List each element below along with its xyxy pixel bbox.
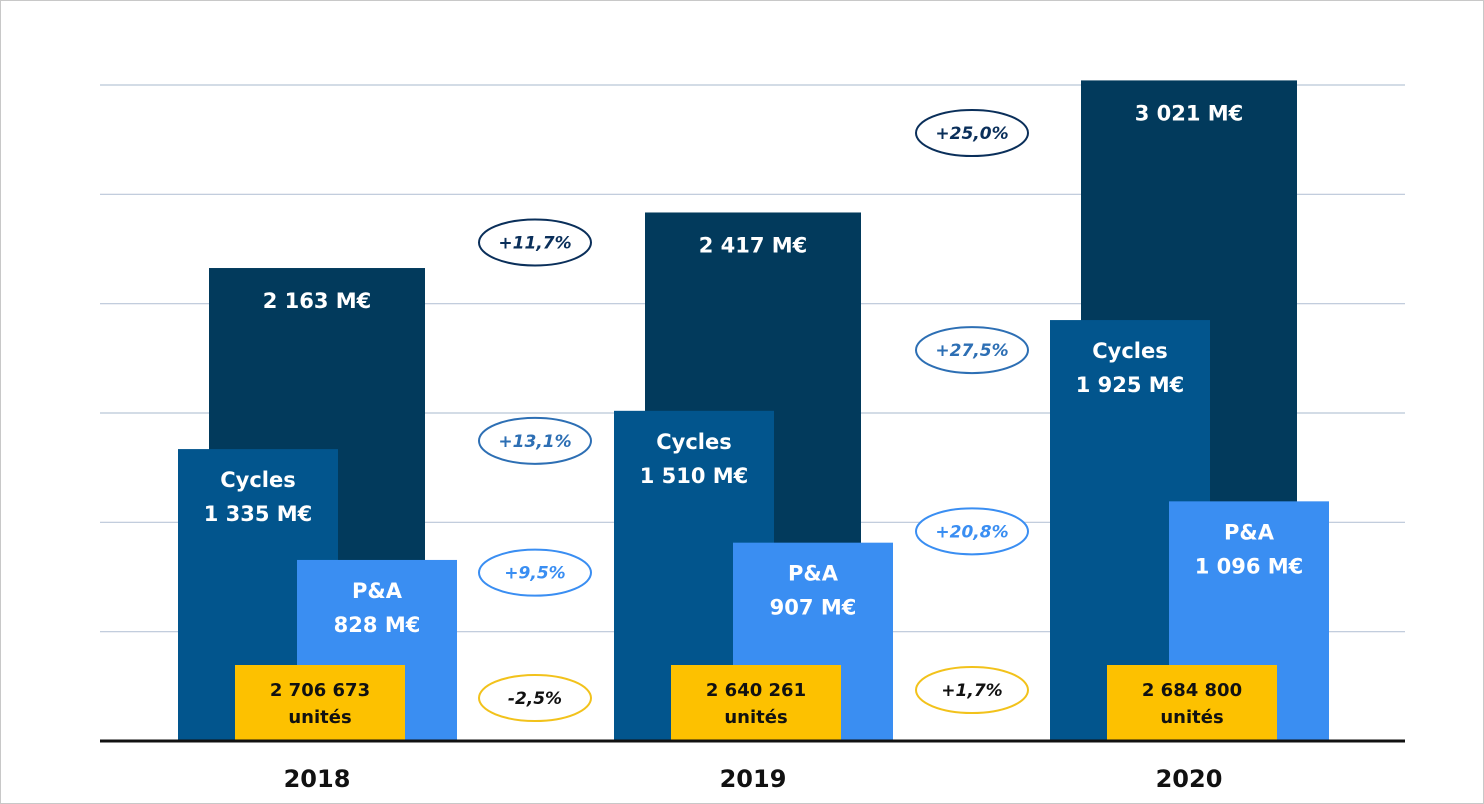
series-label: Cycles xyxy=(1092,339,1168,363)
growth-badge xyxy=(478,548,592,597)
units-label: unités xyxy=(1160,707,1223,728)
growth-label: +25,0% xyxy=(935,124,1008,144)
growth-badge xyxy=(915,666,1029,714)
units-box xyxy=(1107,665,1277,741)
units-label: unités xyxy=(724,707,787,728)
growth-label: +1,7% xyxy=(941,681,1002,701)
growth-badge xyxy=(915,507,1029,556)
growth-badge xyxy=(915,109,1029,157)
value-label: 2 163 M€ xyxy=(263,289,372,313)
units-value: 2 706 673 xyxy=(270,680,370,701)
growth-badge xyxy=(478,674,592,722)
series-label: P&A xyxy=(788,562,839,586)
units-box xyxy=(671,665,841,741)
value-label: 1 925 M€ xyxy=(1076,373,1185,397)
series-label: Cycles xyxy=(220,468,296,492)
x-tick-label: 2020 xyxy=(1156,765,1223,793)
growth-label: +11,7% xyxy=(498,233,571,253)
units-box xyxy=(235,665,405,741)
value-label: 3 021 M€ xyxy=(1135,101,1244,125)
value-label: 828 M€ xyxy=(334,613,421,637)
growth-badge xyxy=(478,218,592,267)
growth-label: +13,1% xyxy=(498,432,571,452)
growth-badge xyxy=(478,416,592,465)
value-label: 907 M€ xyxy=(770,596,857,620)
growth-label: +9,5% xyxy=(504,564,565,584)
x-tick-label: 2019 xyxy=(720,765,787,793)
value-label: 2 417 M€ xyxy=(699,233,808,257)
growth-label: +20,8% xyxy=(935,522,1008,542)
value-label: 1 335 M€ xyxy=(204,502,313,526)
series-label: Cycles xyxy=(656,430,732,454)
series-label: P&A xyxy=(1224,520,1275,544)
growth-label: -2,5% xyxy=(508,689,562,709)
value-label: 1 096 M€ xyxy=(1195,554,1304,578)
growth-badge xyxy=(915,326,1029,375)
units-label: unités xyxy=(288,707,351,728)
units-value: 2 640 261 xyxy=(706,680,806,701)
units-value: 2 684 800 xyxy=(1142,680,1242,701)
series-label: P&A xyxy=(352,579,403,603)
x-tick-label: 2018 xyxy=(284,765,351,793)
value-label: 1 510 M€ xyxy=(640,464,749,488)
growth-label: +27,5% xyxy=(935,341,1008,361)
